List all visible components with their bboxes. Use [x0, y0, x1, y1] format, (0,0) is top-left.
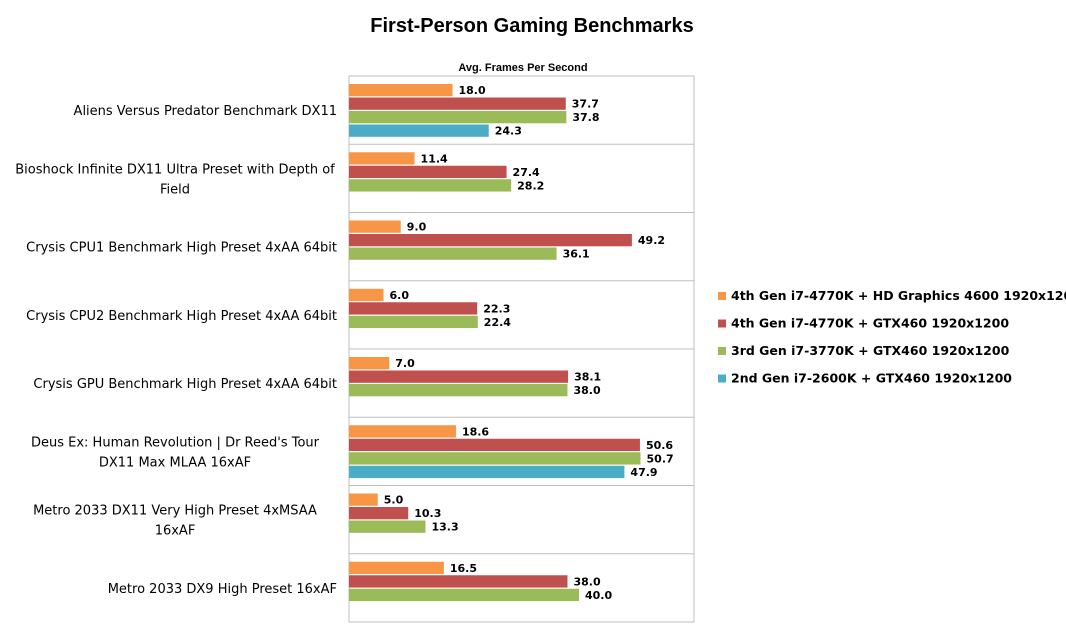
bar: [349, 452, 641, 465]
data-label: 37.7: [572, 98, 599, 111]
bar: [349, 288, 384, 302]
category-label-line: Crysis CPU1 Benchmark High Preset 4xAA 6…: [26, 241, 337, 256]
legend-swatch: [718, 347, 726, 355]
data-label: 36.1: [563, 248, 590, 261]
category-label: Bioshock Infinite DX11 Ultra Preset with…: [15, 162, 335, 197]
data-label: 22.4: [484, 316, 511, 329]
bar: [349, 493, 378, 506]
data-label: 50.6: [646, 439, 673, 452]
legend: 4th Gen i7-4770K + HD Graphics 4600 1920…: [718, 288, 1066, 386]
category-label-line: 16xAF: [155, 524, 196, 539]
data-label: 27.4: [513, 166, 540, 179]
bar: [349, 179, 512, 192]
data-label: 11.4: [421, 152, 448, 165]
category-label: Crysis CPU1 Benchmark High Preset 4xAA 6…: [26, 241, 337, 256]
data-label: 28.2: [517, 179, 544, 192]
bar: [349, 507, 409, 520]
x-axis-title: Avg. Frames Per Second: [458, 62, 587, 74]
data-label: 13.3: [431, 521, 458, 534]
category-label-line: Crysis CPU2 Benchmark High Preset 4xAA 6…: [26, 309, 337, 324]
data-label: 47.9: [630, 466, 657, 479]
category-label-line: DX11 Max MLAA 16xAF: [99, 455, 251, 470]
legend-label: 4th Gen i7-4770K + GTX460 1920x1200: [731, 316, 1009, 331]
bar: [349, 165, 507, 179]
data-label: 38.0: [574, 575, 601, 588]
bar: [349, 124, 489, 137]
data-label: 7.0: [395, 357, 415, 370]
category-label: Crysis GPU Benchmark High Preset 4xAA 64…: [33, 377, 337, 392]
category-label-line: Field: [160, 182, 190, 197]
category-label-line: Metro 2033 DX9 High Preset 16xAF: [108, 582, 337, 597]
data-label: 49.2: [638, 234, 665, 247]
bar: [349, 588, 579, 602]
data-label: 6.0: [390, 289, 410, 302]
category-label: Aliens Versus Predator Benchmark DX11: [74, 104, 337, 119]
legend-swatch: [718, 292, 726, 300]
bar: [349, 575, 568, 588]
bar: [349, 384, 568, 397]
data-label: 16.5: [450, 562, 477, 575]
data-label: 50.7: [647, 452, 674, 465]
category-label: Crysis CPU2 Benchmark High Preset 4xAA 6…: [26, 309, 337, 324]
legend-label: 4th Gen i7-4770K + HD Graphics 4600 1920…: [731, 288, 1066, 303]
bar: [349, 425, 456, 438]
data-label: 10.3: [414, 507, 441, 520]
category-label: Metro 2033 DX11 Very High Preset 4xMSAA 1…: [33, 504, 317, 539]
bar: [349, 315, 478, 329]
bar: [349, 357, 390, 370]
bar: [349, 465, 625, 479]
category-label-line: Bioshock Infinite DX11 Ultra Preset with…: [15, 162, 335, 177]
data-label: 38.1: [574, 371, 601, 384]
data-label: 24.3: [495, 125, 522, 138]
data-label: 40.0: [585, 589, 612, 602]
legend-swatch: [718, 319, 726, 328]
bar: [349, 438, 640, 452]
bar: [349, 97, 566, 110]
data-label: 5.0: [384, 494, 404, 507]
data-label: 22.3: [483, 302, 510, 315]
bar: [349, 520, 426, 533]
bar: [349, 84, 453, 97]
bar: [349, 234, 632, 247]
chart-title: First-Person Gaming Benchmarks: [370, 15, 693, 37]
bar: [349, 247, 557, 260]
category-label: Metro 2033 DX9 High Preset 16xAF: [108, 582, 337, 597]
bar: [349, 370, 569, 383]
category-label-line: Crysis GPU Benchmark High Preset 4xAA 64…: [33, 377, 337, 392]
category-label-line: Metro 2033 DX11 Very High Preset 4xMSAA: [33, 504, 317, 519]
category-label-line: Deus Ex: Human Revolution | Dr Reed's To…: [31, 435, 320, 450]
category-label: Deus Ex: Human Revolution | Dr Reed's To…: [31, 435, 320, 470]
data-label: 18.6: [462, 425, 489, 438]
bar: [349, 111, 567, 124]
legend-label: 3rd Gen i7-3770K + GTX460 1920x1200: [731, 343, 1010, 358]
data-label: 38.0: [574, 384, 601, 397]
bar: [349, 152, 415, 165]
legend-label: 2nd Gen i7-2600K + GTX460 1920x1200: [731, 371, 1012, 386]
data-label: 9.0: [407, 221, 427, 234]
bar: [349, 561, 444, 575]
plot-area: 18.0 37.737.8 24.3 Aliens Versus Predator B…: [15, 75, 695, 623]
category-label-line: Aliens Versus Predator Benchmark DX11: [74, 104, 337, 119]
data-label: 18.0: [459, 84, 486, 97]
bar: [349, 220, 401, 233]
data-label: 37.8: [572, 111, 599, 124]
legend-swatch: [718, 374, 726, 383]
bar: [349, 302, 478, 315]
